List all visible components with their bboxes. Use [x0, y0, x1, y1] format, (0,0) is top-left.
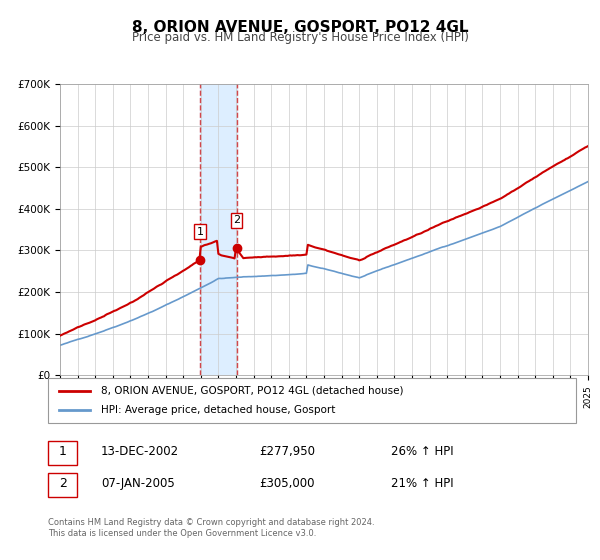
Text: 2: 2: [59, 477, 67, 490]
FancyBboxPatch shape: [48, 473, 77, 497]
Text: £305,000: £305,000: [259, 477, 315, 490]
Text: 8, ORION AVENUE, GOSPORT, PO12 4GL (detached house): 8, ORION AVENUE, GOSPORT, PO12 4GL (deta…: [101, 385, 403, 395]
Text: 13-DEC-2002: 13-DEC-2002: [101, 445, 179, 458]
FancyBboxPatch shape: [48, 441, 77, 465]
Text: 1: 1: [197, 227, 203, 237]
Text: 07-JAN-2005: 07-JAN-2005: [101, 477, 175, 490]
Text: HPI: Average price, detached house, Gosport: HPI: Average price, detached house, Gosp…: [101, 405, 335, 416]
Text: £277,950: £277,950: [259, 445, 315, 458]
Text: 21% ↑ HPI: 21% ↑ HPI: [391, 477, 454, 490]
Bar: [200, 84, 236, 375]
Text: Contains HM Land Registry data © Crown copyright and database right 2024.: Contains HM Land Registry data © Crown c…: [48, 518, 374, 527]
Text: 8, ORION AVENUE, GOSPORT, PO12 4GL: 8, ORION AVENUE, GOSPORT, PO12 4GL: [132, 20, 468, 35]
Text: 1: 1: [59, 445, 67, 458]
Text: 2: 2: [233, 216, 240, 226]
Text: This data is licensed under the Open Government Licence v3.0.: This data is licensed under the Open Gov…: [48, 529, 316, 538]
Text: 26% ↑ HPI: 26% ↑ HPI: [391, 445, 454, 458]
FancyBboxPatch shape: [48, 378, 576, 423]
Text: Price paid vs. HM Land Registry's House Price Index (HPI): Price paid vs. HM Land Registry's House …: [131, 31, 469, 44]
